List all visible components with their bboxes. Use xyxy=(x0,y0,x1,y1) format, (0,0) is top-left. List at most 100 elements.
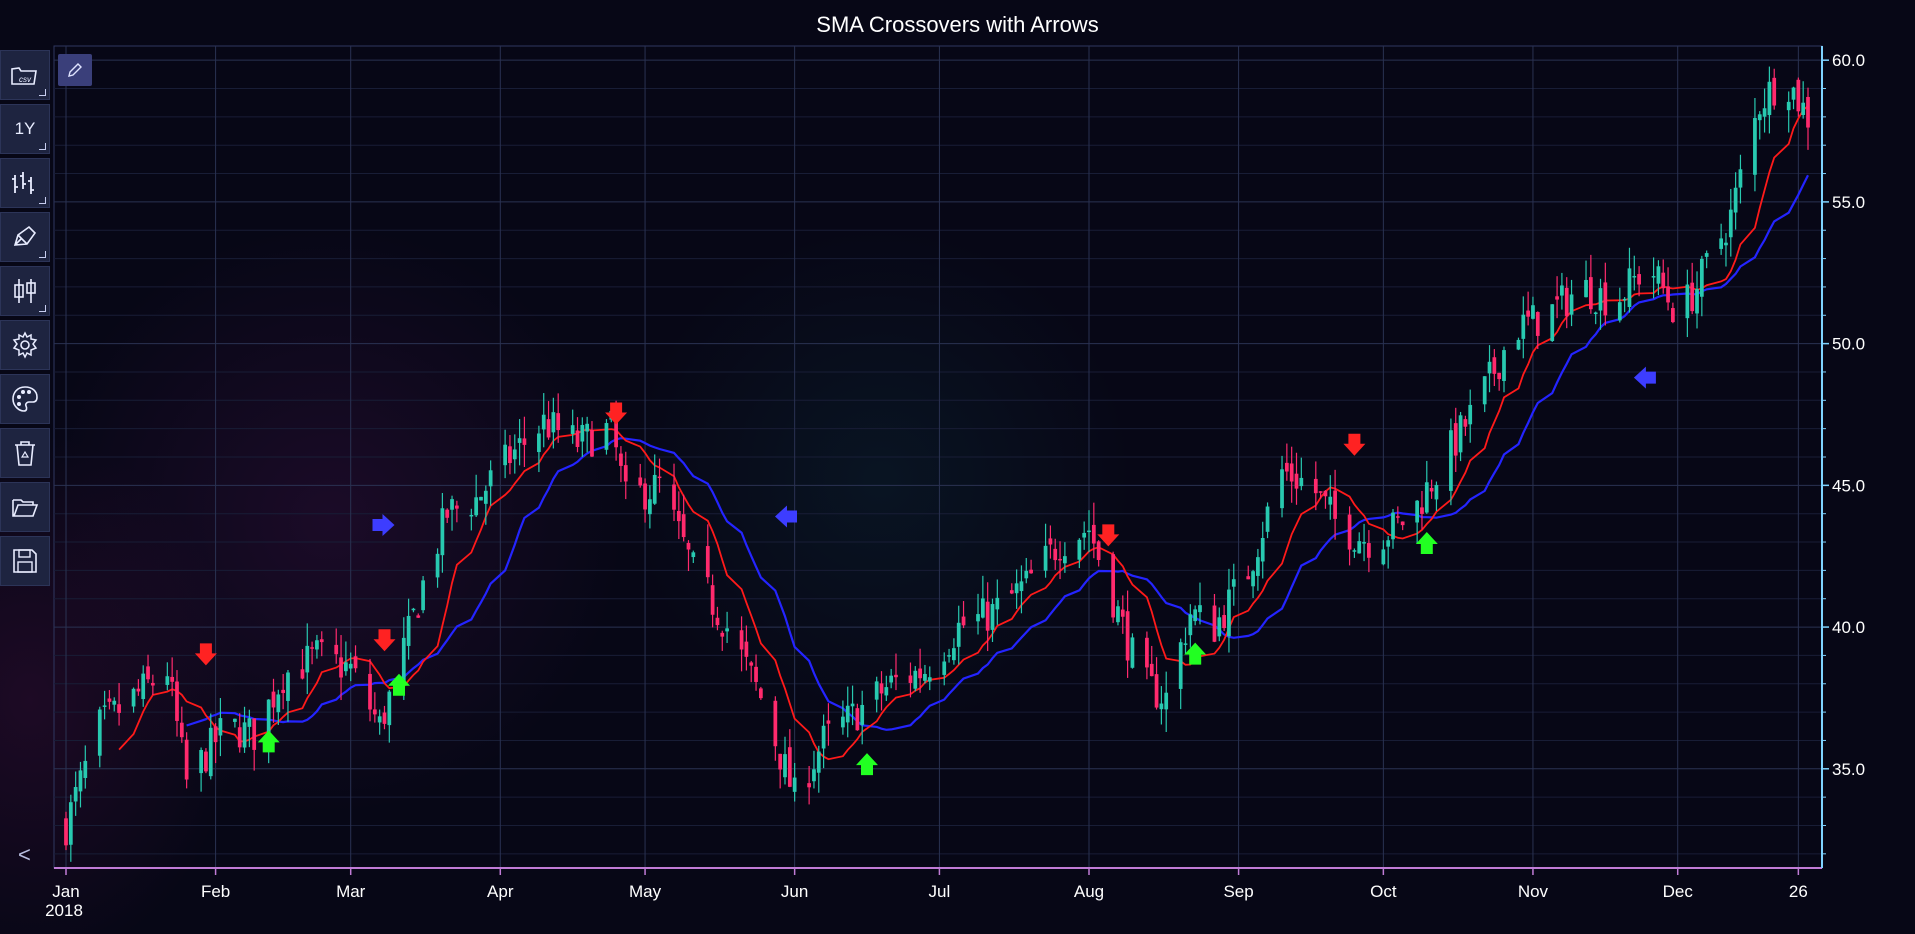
candle xyxy=(816,745,821,793)
candle xyxy=(286,669,290,722)
candle-body xyxy=(1313,478,1318,494)
candle-body xyxy=(778,753,783,770)
candle xyxy=(1796,77,1801,117)
candle-body xyxy=(812,769,816,782)
candle xyxy=(165,662,170,691)
candle-body xyxy=(474,497,479,516)
candle xyxy=(1728,188,1733,257)
indicators-button[interactable] xyxy=(0,266,50,316)
candle xyxy=(1753,98,1757,192)
settings-button[interactable] xyxy=(0,320,50,370)
candle-body xyxy=(879,683,884,694)
candle xyxy=(1666,267,1670,311)
csv-folder-icon: csv xyxy=(11,67,37,85)
folder-open-icon xyxy=(12,499,39,517)
timeframe-button[interactable]: 1Y xyxy=(0,104,50,154)
x-tick-label: Sep xyxy=(1223,882,1253,901)
y-tick-label: 60.0 xyxy=(1832,51,1865,70)
candle xyxy=(1188,604,1193,648)
candle xyxy=(739,616,744,672)
candle xyxy=(725,611,729,643)
candle xyxy=(638,463,643,488)
candle-body xyxy=(271,691,276,708)
open-csv-button[interactable]: csv xyxy=(0,50,50,100)
x-tick-label: Oct xyxy=(1370,882,1397,901)
candle xyxy=(1159,686,1164,725)
candle xyxy=(792,762,797,802)
candle-body xyxy=(976,614,980,622)
candle-body xyxy=(1719,238,1724,249)
candle xyxy=(281,673,286,710)
candle xyxy=(1381,540,1386,566)
signal-arrow-up xyxy=(257,730,280,753)
candle-body xyxy=(387,691,392,726)
floppy-disk-icon xyxy=(13,549,37,573)
candle xyxy=(213,723,218,764)
candle xyxy=(623,451,628,500)
candle xyxy=(1289,446,1294,503)
series-type-button[interactable] xyxy=(0,158,50,208)
candle xyxy=(406,598,411,660)
candle xyxy=(826,703,831,746)
candle-body xyxy=(1362,542,1366,544)
candle xyxy=(1767,66,1772,134)
candle-body xyxy=(146,666,150,680)
delete-button[interactable] xyxy=(0,428,50,478)
candle xyxy=(1193,605,1198,626)
candle-body xyxy=(117,704,121,713)
candle-body xyxy=(792,777,797,792)
open-button[interactable] xyxy=(0,482,50,532)
candlestick-series xyxy=(64,66,1810,862)
candle xyxy=(276,689,281,725)
candle-body xyxy=(927,677,932,682)
candle xyxy=(97,706,102,768)
candle-body xyxy=(821,725,826,749)
candle-body xyxy=(522,438,527,445)
candle xyxy=(339,635,343,701)
candle-body xyxy=(570,425,575,434)
candle xyxy=(305,623,310,695)
chart-title: SMA Crossovers with Arrows xyxy=(816,12,1099,37)
candle-body xyxy=(1569,294,1574,315)
candle-body xyxy=(131,688,136,707)
candle xyxy=(1564,277,1569,329)
candle-body xyxy=(715,617,720,626)
candle xyxy=(1733,172,1738,230)
candle-body xyxy=(1019,581,1024,592)
candle xyxy=(411,607,416,613)
candle xyxy=(1651,257,1656,299)
candle xyxy=(112,697,117,712)
candle-body xyxy=(604,423,609,450)
signal-arrow-down xyxy=(1097,524,1120,547)
theme-button[interactable] xyxy=(0,374,50,424)
candle xyxy=(184,732,189,789)
candle-body xyxy=(310,647,314,649)
candle xyxy=(744,625,749,671)
edit-button[interactable] xyxy=(58,54,92,86)
candle-body xyxy=(1400,521,1405,526)
candle xyxy=(512,434,517,474)
candle-body xyxy=(648,499,652,515)
drawing-tools-button[interactable] xyxy=(0,212,50,262)
candle-body xyxy=(1632,275,1637,278)
save-button[interactable] xyxy=(0,536,50,586)
candle-body xyxy=(657,476,662,479)
candle xyxy=(657,458,662,493)
candle-body xyxy=(508,446,512,464)
candle xyxy=(841,700,845,735)
candle xyxy=(1019,565,1024,614)
candle-body xyxy=(1453,423,1458,456)
collapse-toolbar-button[interactable]: < xyxy=(18,842,31,867)
candle-body xyxy=(1772,77,1777,106)
candle-body xyxy=(672,484,676,510)
candle xyxy=(348,652,353,682)
candle xyxy=(73,771,78,816)
x-tick-label: Jan xyxy=(52,882,79,901)
candle xyxy=(1058,541,1062,580)
candle xyxy=(1671,302,1675,324)
candle-body xyxy=(1482,376,1487,405)
candle xyxy=(1550,304,1555,342)
candle-body xyxy=(150,682,155,686)
x-tick-label: 26 xyxy=(1789,882,1808,901)
